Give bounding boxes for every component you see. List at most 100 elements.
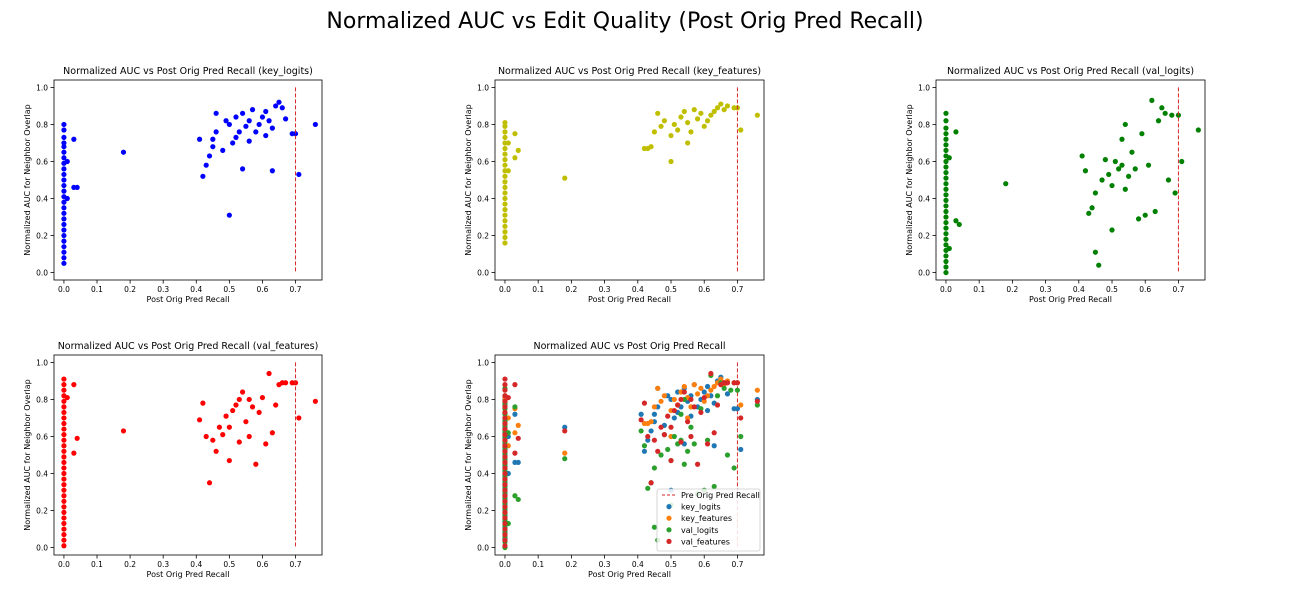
figure-suptitle: Normalized AUC vs Edit Quality (Post Ori… (326, 9, 923, 34)
data-point (246, 433, 252, 440)
data-point (263, 108, 269, 115)
data-point (691, 107, 697, 113)
data-point (943, 269, 949, 276)
data-point (249, 107, 256, 113)
data-point (61, 171, 67, 178)
y-tick-label: 0.4 (477, 195, 489, 204)
data-point (61, 127, 67, 133)
data-point-val_logits (734, 387, 741, 393)
data-point-val_logits (562, 456, 568, 462)
data-point-val_features (668, 424, 674, 430)
data-point (226, 424, 232, 430)
data-point (1109, 227, 1115, 233)
data-point (1116, 166, 1122, 172)
subplot-title: Normalized AUC vs Post Orig Pred Recall … (498, 66, 761, 77)
data-point (943, 203, 949, 209)
subplot-title: Normalized AUC vs Post Orig Pred Recall (533, 341, 725, 352)
data-point (61, 221, 67, 228)
data-point (61, 227, 67, 233)
y-tick-label: 0.8 (36, 395, 48, 404)
data-point (236, 129, 242, 135)
data-point (61, 182, 67, 189)
data-point (71, 450, 77, 456)
data-point (236, 396, 242, 403)
data-point-val_features (678, 396, 684, 403)
x-tick-label: 0.1 (973, 285, 985, 294)
data-point (943, 164, 949, 170)
data-point (249, 404, 256, 410)
x-tick-label: 0.2 (124, 285, 136, 294)
data-point (953, 129, 959, 135)
data-point-val_features (502, 398, 508, 404)
data-point (263, 132, 269, 139)
data-point (296, 171, 302, 178)
data-point (312, 121, 318, 128)
x-tick-label: 0.5 (1106, 285, 1118, 294)
data-point (220, 432, 226, 438)
data-point (502, 173, 508, 179)
x-tick-label: 0.6 (256, 285, 268, 294)
data-point-val_logits (721, 385, 727, 391)
data-point (718, 101, 724, 107)
x-tick-label: 0.3 (157, 285, 169, 294)
data-point-key_logits (512, 411, 518, 417)
data-point-key_logits (704, 407, 711, 414)
y-axis-label: Normalized AUC for Neighbor Overlap (23, 379, 32, 530)
data-point-val_features (502, 482, 508, 488)
y-tick-label: 1.0 (477, 358, 489, 367)
y-tick-label: 0.8 (477, 120, 489, 129)
data-point-val_features (688, 396, 694, 403)
data-point (61, 426, 67, 432)
y-tick-label: 0.4 (36, 195, 48, 204)
data-point (505, 168, 511, 174)
data-point (210, 136, 216, 142)
data-point (1092, 190, 1099, 196)
data-point (1122, 121, 1128, 128)
data-point-val_features (502, 504, 508, 510)
data-point-val_features (724, 380, 731, 386)
data-point (648, 144, 654, 150)
data-point (259, 394, 266, 401)
data-point (946, 155, 952, 161)
data-point (502, 162, 508, 168)
x-tick-label: 0.2 (1006, 285, 1018, 294)
x-tick-label: 0.2 (124, 560, 136, 569)
data-point (61, 177, 67, 183)
data-point (269, 430, 275, 436)
data-point (943, 197, 949, 203)
data-point (502, 134, 508, 141)
data-point-key_features (515, 422, 521, 428)
data-point (220, 147, 226, 153)
legend-box (656, 488, 761, 552)
x-tick-label: 0.7 (1172, 285, 1184, 294)
data-point (943, 110, 949, 116)
data-point-val_features (502, 409, 508, 416)
data-point (312, 398, 318, 404)
data-point-key_features (512, 430, 518, 436)
data-point (1139, 131, 1145, 137)
data-point-key_logits (562, 424, 568, 430)
data-point (61, 432, 67, 438)
data-point-val_features (502, 454, 508, 460)
data-point (196, 136, 203, 142)
y-axis-label: Normalized AUC for Neighbor Overlap (23, 104, 32, 255)
y-tick-label: 0.2 (477, 232, 489, 241)
data-point-val_logits (651, 465, 658, 471)
data-point-key_logits (738, 446, 744, 453)
data-point (226, 121, 232, 128)
data-point (64, 394, 70, 401)
y-tick-label: 0.4 (36, 470, 48, 479)
y-axis-label: Normalized AUC for Neighbor Overlap (905, 104, 914, 255)
data-point-val_features (502, 382, 508, 388)
data-point-val_logits (512, 493, 518, 499)
data-point-val_logits (658, 452, 664, 458)
x-tick-label: 0.0 (58, 285, 70, 294)
data-point (223, 118, 229, 124)
data-point (681, 108, 687, 115)
data-point-val_features (502, 532, 508, 538)
data-point (943, 147, 949, 153)
data-point (61, 134, 67, 141)
data-point (704, 118, 711, 124)
data-point (61, 420, 67, 427)
